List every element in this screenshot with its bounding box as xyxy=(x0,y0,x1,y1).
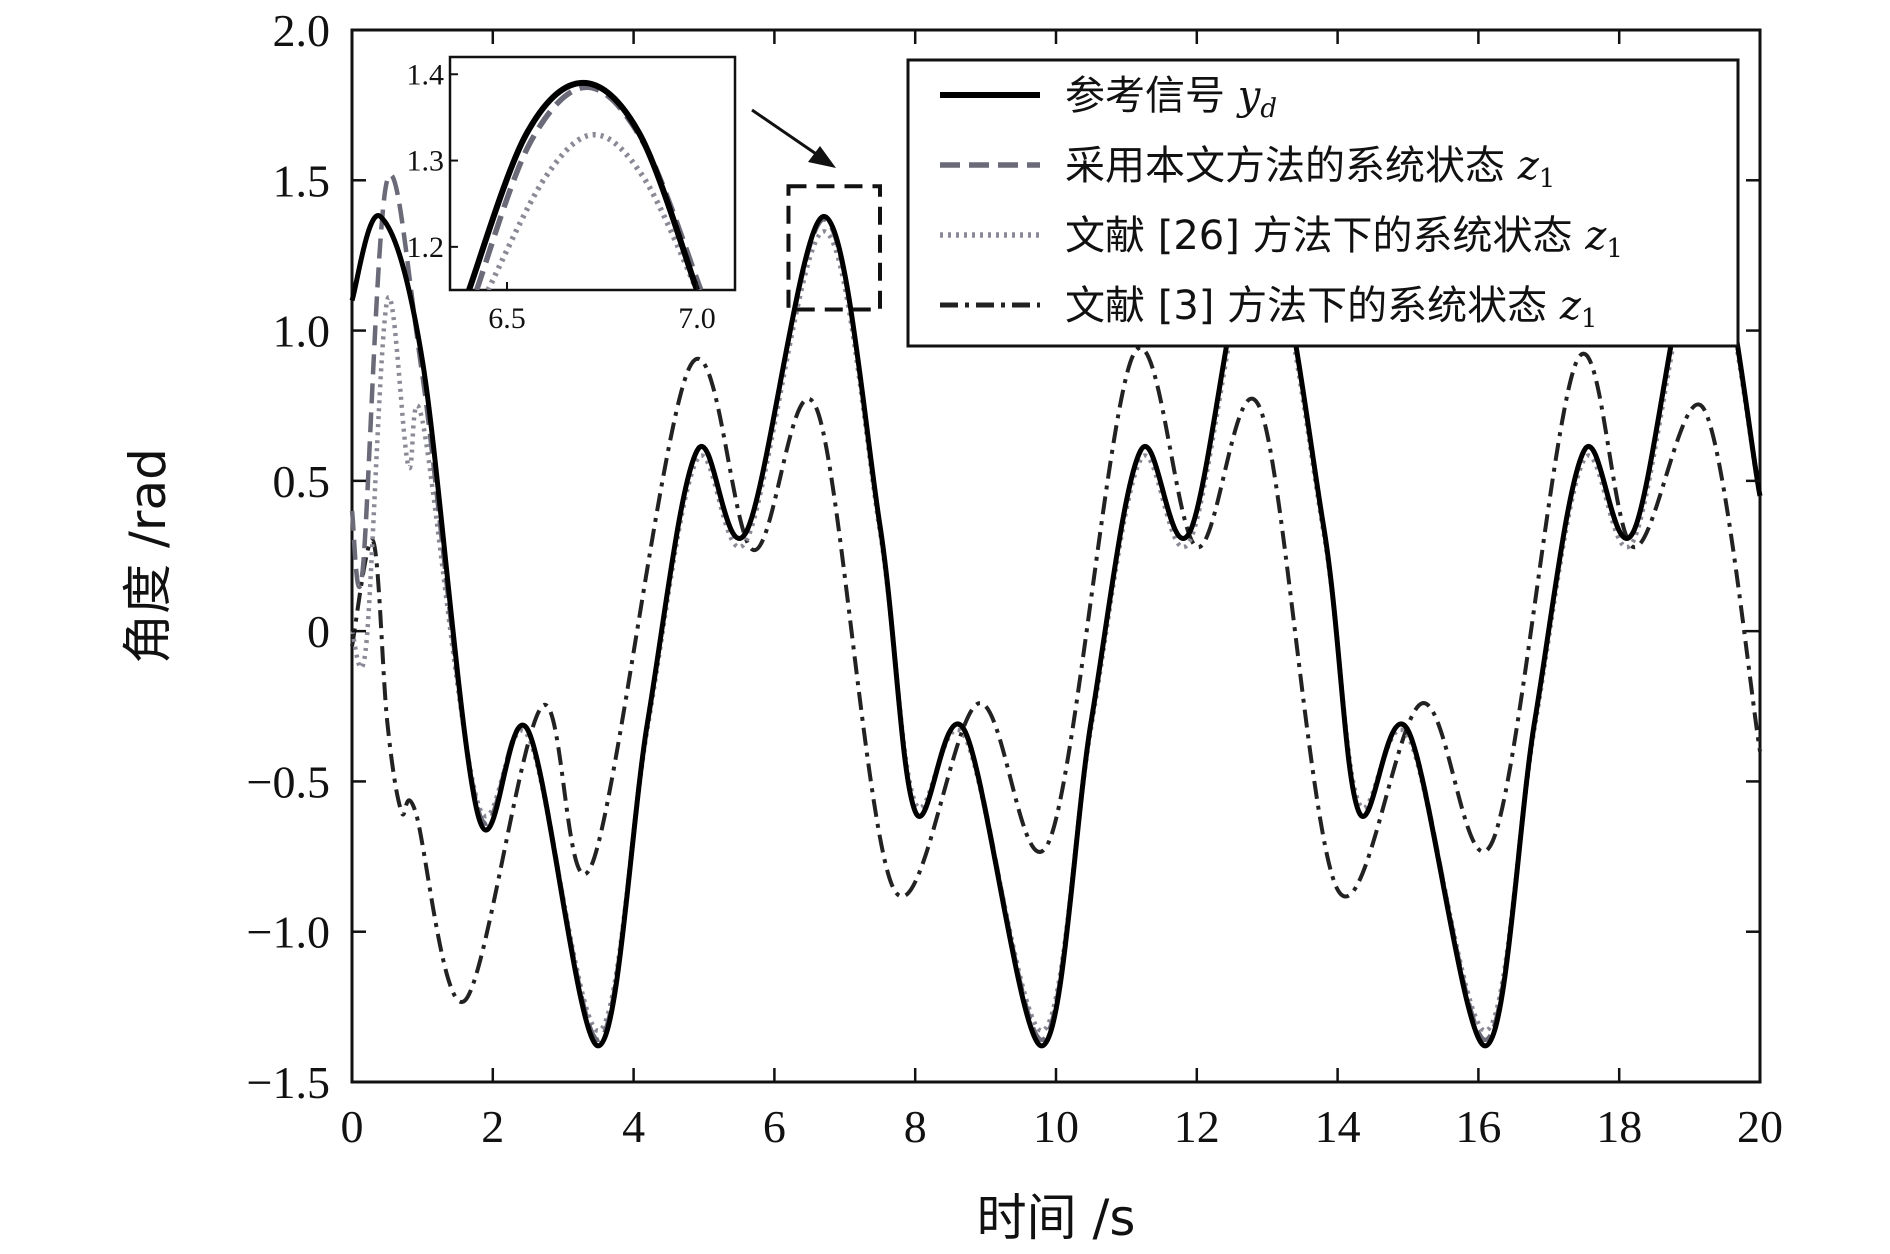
x-tick-label: 4 xyxy=(622,1101,645,1152)
y-tick-label: 0.5 xyxy=(273,456,331,507)
x-tick-label: 20 xyxy=(1737,1101,1783,1152)
inset-y-tick-label: 1.4 xyxy=(407,58,445,91)
legend-label: 文献 [26] 方法下的系统状态 z1 xyxy=(1065,213,1623,264)
x-tick-label: 2 xyxy=(481,1101,504,1152)
y-tick-label: 1.5 xyxy=(273,155,331,206)
inset-plot: 6.5 7.0 1.2 1.3 1.4 xyxy=(407,55,737,335)
x-ticks: 0 2 4 6 8 10 12 14 16 18 20 xyxy=(341,30,1783,1152)
x-tick-label: 0 xyxy=(341,1101,364,1152)
legend-label: 文献 [3] 方法下的系统状态 z1 xyxy=(1065,283,1597,334)
inset-x-tick-label: 7.0 xyxy=(678,302,716,335)
x-tick-label: 14 xyxy=(1315,1101,1361,1152)
x-tick-label: 6 xyxy=(763,1101,786,1152)
series-line-dashdot xyxy=(350,345,1762,1004)
legend-label: 参考信号 yd xyxy=(1065,73,1277,124)
y-tick-label: 2.0 xyxy=(273,5,331,56)
y-tick-label: −0.5 xyxy=(247,756,330,807)
legend-frame xyxy=(906,58,1740,348)
legend: 参考信号 yd 采用本文方法的系统状态 z1 文献 [26] 方法下的系统状态 z1… xyxy=(906,58,1740,348)
x-tick-label: 12 xyxy=(1174,1101,1220,1152)
zoom-box xyxy=(786,184,882,312)
y-ticks: −1.5 −1.0 −0.5 0 0.5 1.0 1.5 2.0 xyxy=(247,5,1760,1108)
x-tick-label: 10 xyxy=(1033,1101,1079,1152)
x-axis-title: 时间 /s xyxy=(977,1189,1136,1247)
inset-series-layer xyxy=(466,79,704,290)
inset-series-line-solid xyxy=(466,79,700,290)
series-line-solid xyxy=(349,213,1763,1049)
x-tick-label: 8 xyxy=(904,1101,927,1152)
series-layer xyxy=(349,172,1763,1049)
zoom-arrow xyxy=(751,108,836,168)
x-tick-label: 16 xyxy=(1455,1101,1501,1152)
legend-entries: 参考信号 yd 采用本文方法的系统状态 z1 文献 [26] 方法下的系统状态 z1… xyxy=(940,73,1623,334)
y-tick-label: −1.0 xyxy=(247,907,330,958)
legend-label: 采用本文方法的系统状态 z1 xyxy=(1065,143,1555,194)
y-tick-label: −1.5 xyxy=(247,1057,330,1108)
inset-series-line-dotted xyxy=(485,131,700,290)
y-axis-title: 角度 /rad xyxy=(119,448,177,664)
inset-y-tick-label: 1.2 xyxy=(407,231,445,264)
y-tick-label: 0 xyxy=(307,606,330,657)
inset-frame xyxy=(448,55,737,292)
inset-y-tick-label: 1.3 xyxy=(407,145,445,178)
inset-ticks: 6.5 7.0 1.2 1.3 1.4 xyxy=(407,58,716,335)
x-tick-label: 18 xyxy=(1596,1101,1642,1152)
inset-x-tick-label: 6.5 xyxy=(488,302,526,335)
y-tick-label: 1.0 xyxy=(273,306,331,357)
